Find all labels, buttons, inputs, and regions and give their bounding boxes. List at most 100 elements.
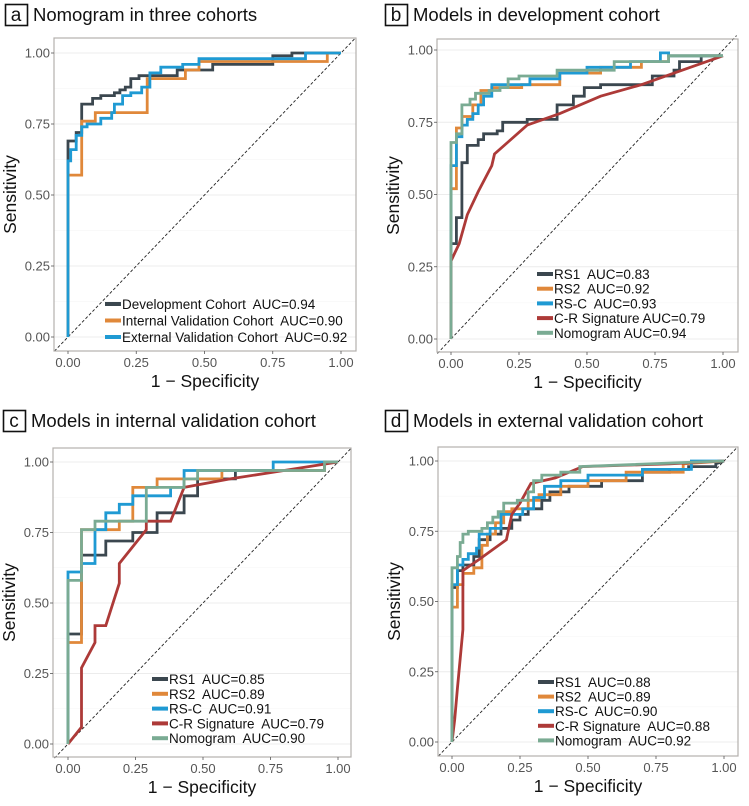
panel-label: b [391,5,402,26]
x-tick-label: 0.00 [55,761,80,776]
legend-label: RS2 AUC=0.89 [169,687,265,702]
panel-label-box [384,409,409,433]
x-tick-label: 0.25 [123,761,148,776]
panel-label-box [384,3,409,27]
roc-curve-nomogram [66,460,338,744]
x-axis-title: 1 − Specificity [148,777,257,797]
y-tick-label: 1.00 [409,454,434,469]
y-axis-title: Sensitivity [383,156,403,235]
y-tick-label: 0.00 [408,332,433,347]
plot-border [53,37,357,352]
y-tick-label: 0.25 [24,666,49,681]
roc-curve-nomogram [449,54,723,339]
roc-curve-external-validation-cohort [66,51,341,337]
roc-curve-internal-validation-cohort [66,51,341,337]
legend-label: Nomogram AUC=0.90 [169,731,305,746]
x-axis-title: 1 − Specificity [533,372,642,392]
x-tick-label: 0.75 [258,761,283,776]
legend-label: External Validation Cohort AUC=0.92 [122,330,347,345]
x-tick-label: 0.50 [574,356,599,371]
y-tick-label: 0.50 [409,594,434,609]
legend-label: RS-C AUC=0.93 [554,296,656,311]
panel-label-box [4,3,29,27]
x-tick-label: 0.00 [438,356,463,371]
reference-diagonal [438,446,738,757]
y-tick-label: 0.00 [25,330,50,345]
y-tick-label: 1.00 [408,43,433,58]
y-tick-label: 0.50 [25,188,50,203]
panel-title: Models in internal validation cohort [31,410,316,431]
x-tick-label: 0.75 [643,760,668,775]
legend-label: RS-C AUC=0.90 [555,704,657,719]
legend-label: RS1 AUC=0.85 [169,672,265,687]
y-tick-label: 0.50 [24,596,49,611]
panel-title: Nomogram in three cohorts [33,4,257,25]
y-axis-title: Sensitivity [0,563,19,642]
legend-label: Development Cohort AUC=0.94 [122,297,316,312]
reference-diagonal [54,38,355,352]
x-tick-label: 0.75 [260,355,285,370]
y-tick-label: 0.00 [409,735,434,750]
legend-label: RS2 AUC=0.92 [554,282,650,297]
legend-label: C-R Signature AUC=0.79 [554,311,705,326]
panel-label-box [2,409,27,433]
x-tick-label: 1.00 [325,761,350,776]
y-tick-label: 0.75 [409,524,434,539]
x-axis-title: 1 − Specificity [151,371,260,391]
y-axis-title: Sensitivity [384,562,404,641]
x-tick-label: 1.00 [711,760,736,775]
roc-curve-c-r-signature [450,459,725,743]
roc-curve-c-r-signature [449,54,724,339]
legend-label: RS2 AUC=0.89 [555,690,651,705]
y-tick-label: 0.75 [24,525,49,540]
y-tick-label: 0.25 [408,259,433,274]
x-tick-label: 1.00 [710,356,735,371]
panel-c: c Models in internal validation cohort 0.0… [0,409,352,797]
plot-background [53,448,351,757]
x-axis-title: 1 − Specificity [534,776,643,796]
legend: Development Cohort AUC=0.94 Internal Vali… [105,297,347,345]
legend-label: Nomogram AUC=0.94 [554,326,687,341]
y-tick-label: 0.75 [408,115,433,130]
x-tick-label: 0.00 [55,355,80,370]
y-tick-label: 0.25 [409,664,434,679]
legend-label: RS1 AUC=0.83 [554,267,650,282]
legend-label: C-R Signature AUC=0.88 [555,719,710,734]
x-tick-label: 0.75 [642,356,667,371]
panel-a: a Nomogram in three cohorts 0.00 0.25 0.50 0.… [0,3,357,391]
reference-diagonal [54,447,352,759]
x-tick-label: 0.25 [124,355,149,370]
legend-label: C-R Signature AUC=0.79 [169,716,324,731]
panel-title: Models in development cohort [413,4,660,25]
legend-label: RS1 AUC=0.88 [555,675,651,690]
x-tick-label: 1.00 [328,355,353,370]
plot-border [52,447,352,758]
reference-diagonal [437,35,737,354]
y-tick-label: 0.00 [24,737,49,752]
x-tick-label: 0.25 [507,760,532,775]
y-tick-label: 0.75 [25,117,50,132]
y-axis-title: Sensitivity [0,155,20,234]
roc-curve-c-r-signature [66,460,339,745]
panel-b: b Models in development cohort 0.00 0.25 0.5… [383,3,739,392]
legend-label: RS-C AUC=0.91 [169,702,271,717]
y-tick-label: 1.00 [25,46,50,61]
y-tick-label: 1.00 [24,455,49,470]
legend-label: Internal Validation Cohort AUC=0.90 [122,314,343,329]
x-tick-label: 0.50 [575,760,600,775]
roc-curve-rs-c [450,459,724,742]
roc-curve-nomogram [450,459,725,742]
y-tick-label: 0.50 [408,187,433,202]
legend-label: Nomogram AUC=0.92 [555,733,691,748]
panel-label: a [11,5,22,26]
panel-title: Models in external validation cohort [413,410,703,431]
panel-d: d Models in external validation cohort 0.0… [384,409,739,796]
y-tick-label: 0.25 [25,259,50,274]
panel-label: d [391,411,402,432]
x-tick-label: 0.00 [439,760,464,775]
x-tick-label: 0.25 [506,356,531,371]
